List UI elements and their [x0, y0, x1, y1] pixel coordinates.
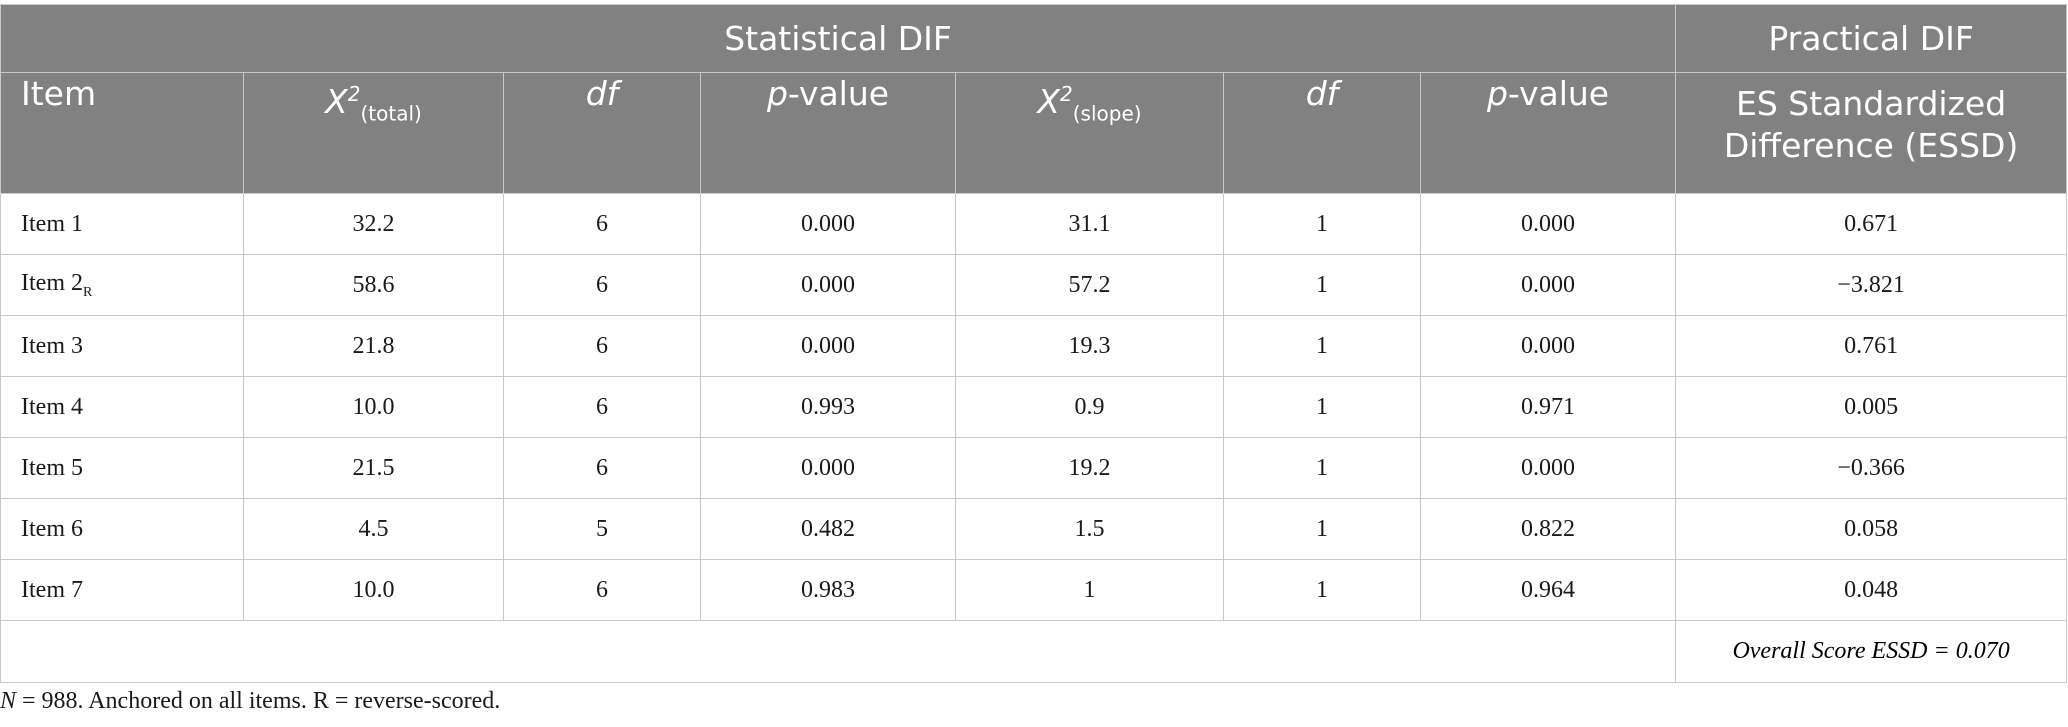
column-header-row: Item X2(total) df p-value X2(slope) df p… — [0, 72, 2068, 194]
x2-total-cell: 32.2 — [243, 193, 504, 255]
df-total-cell: 6 — [503, 315, 701, 377]
item-name-cell: Item 7 — [0, 559, 244, 621]
df-slope-cell: 1 — [1223, 254, 1421, 316]
x2-total-cell: 21.5 — [243, 437, 504, 499]
item-name-cell: Item 2R — [0, 254, 244, 316]
x2-total-cell: 10.0 — [243, 376, 504, 438]
p-value-total-cell: 0.000 — [700, 254, 956, 316]
essd-cell: −3.821 — [1675, 254, 2068, 316]
p-value-total-cell: 0.000 — [700, 437, 956, 499]
df-slope-column-header: df — [1223, 72, 1421, 194]
p-value-total-cell: 0.983 — [700, 559, 956, 621]
p-value-total-cell: 0.000 — [700, 315, 956, 377]
essd-cell: 0.671 — [1675, 193, 2068, 255]
group-header-row: Statistical DIF Practical DIF — [0, 4, 2068, 73]
essd-cell: 0.761 — [1675, 315, 2068, 377]
essd-cell: −0.366 — [1675, 437, 2068, 499]
df-column-header: df — [503, 72, 701, 194]
df-total-cell: 6 — [503, 254, 701, 316]
table-row: Item 2R 58.6 6 0.000 57.2 1 0.000 −3.821 — [0, 254, 2068, 316]
p-value-slope-cell: 0.000 — [1419, 193, 1677, 255]
p-value-total-cell: 0.000 — [700, 193, 956, 255]
df-slope-cell: 1 — [1223, 437, 1421, 499]
p-value-slope-cell: 0.971 — [1419, 376, 1677, 438]
table-row: Item 1 32.2 6 0.000 31.1 1 0.000 0.671 — [0, 193, 2068, 255]
item-name-cell: Item 4 — [0, 376, 244, 438]
x2-slope-column-header: X2(slope) — [955, 72, 1224, 194]
item-column-header: Item — [0, 72, 244, 194]
x2-total-cell: 58.6 — [243, 254, 504, 316]
df-slope-cell: 1 — [1223, 559, 1421, 621]
x2-slope-cell: 19.2 — [955, 437, 1224, 499]
table-row: Item 3 21.8 6 0.000 19.3 1 0.000 0.761 — [0, 315, 2068, 377]
x2-total-cell: 10.0 — [243, 559, 504, 621]
p-value-slope-cell: 0.000 — [1419, 315, 1677, 377]
x2-total-column-header: X2(total) — [243, 72, 504, 194]
table-row: Item 7 10.0 6 0.983 1 1 0.964 0.048 — [0, 559, 2068, 621]
p-value-total-cell: 0.993 — [700, 376, 956, 438]
p-value-slope-cell: 0.822 — [1419, 498, 1677, 560]
p-value-slope-cell: 0.000 — [1419, 254, 1677, 316]
item-name-cell: Item 1 — [0, 193, 244, 255]
statistical-dif-header: Statistical DIF — [0, 4, 1677, 73]
table-row: Item 6 4.5 5 0.482 1.5 1 0.822 0.058 — [0, 498, 2068, 560]
x2-slope-cell: 19.3 — [955, 315, 1224, 377]
x2-total-cell: 4.5 — [243, 498, 504, 560]
df-total-cell: 6 — [503, 437, 701, 499]
p-value-total-cell: 0.482 — [700, 498, 956, 560]
p-value-slope-cell: 0.000 — [1419, 437, 1677, 499]
df-slope-cell: 1 — [1223, 498, 1421, 560]
p-value-slope-column-header: p-value — [1419, 72, 1677, 194]
overall-row-spacer — [0, 620, 1677, 683]
df-total-cell: 6 — [503, 376, 701, 438]
x2-slope-cell: 1.5 — [955, 498, 1224, 560]
df-total-cell: 5 — [503, 498, 701, 560]
x2-slope-cell: 1 — [955, 559, 1224, 621]
df-total-cell: 6 — [503, 193, 701, 255]
df-slope-cell: 1 — [1223, 193, 1421, 255]
x2-slope-cell: 0.9 — [955, 376, 1224, 438]
dif-table: Statistical DIF Practical DIF Item X2(to… — [0, 4, 2068, 683]
df-total-cell: 6 — [503, 559, 701, 621]
x2-slope-cell: 31.1 — [955, 193, 1224, 255]
item-name-cell: Item 3 — [0, 315, 244, 377]
table-row: Item 5 21.5 6 0.000 19.2 1 0.000 −0.366 — [0, 437, 2068, 499]
note-n-label: N — [0, 688, 17, 714]
essd-column-header: ES Standardized Difference (ESSD) — [1675, 72, 2068, 194]
table-body: Item 1 32.2 6 0.000 31.1 1 0.000 0.671 Item 2R 58… — [0, 193, 2068, 621]
df-slope-cell: 1 — [1223, 315, 1421, 377]
overall-essd: Overall Score ESSD = 0.070 — [1675, 620, 2068, 683]
overall-row: Overall Score ESSD = 0.070 — [0, 620, 2068, 683]
practical-dif-header: Practical DIF — [1675, 4, 2068, 73]
essd-cell: 0.058 — [1675, 498, 2068, 560]
df-slope-cell: 1 — [1223, 376, 1421, 438]
x2-total-cell: 21.8 — [243, 315, 504, 377]
x2-slope-cell: 57.2 — [955, 254, 1224, 316]
table-note: N = 988. Anchored on all items. R = reve… — [0, 688, 500, 715]
table-row: Item 4 10.0 6 0.993 0.9 1 0.971 0.005 — [0, 376, 2068, 438]
essd-cell: 0.048 — [1675, 559, 2068, 621]
item-name-cell: Item 5 — [0, 437, 244, 499]
p-value-column-header: p-value — [700, 72, 956, 194]
p-value-slope-cell: 0.964 — [1419, 559, 1677, 621]
item-name-cell: Item 6 — [0, 498, 244, 560]
note-text: = 988. Anchored on all items. R = revers… — [16, 688, 501, 714]
essd-cell: 0.005 — [1675, 376, 2068, 438]
